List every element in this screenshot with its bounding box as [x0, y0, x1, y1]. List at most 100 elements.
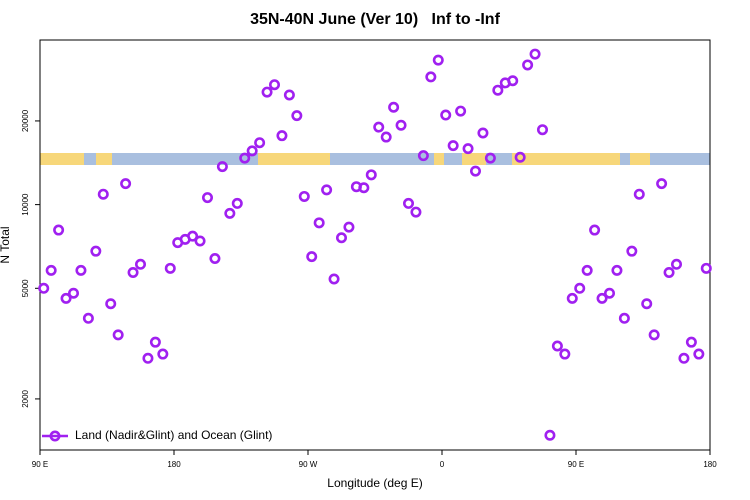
land-band [96, 153, 112, 165]
data-point [596, 292, 608, 304]
data-point [224, 207, 236, 219]
x-axis-label: Longitude (deg E) [327, 476, 422, 490]
data-point [135, 258, 147, 270]
land-band [434, 153, 444, 165]
data-point [105, 298, 117, 310]
data-point [365, 169, 377, 181]
data-point [157, 348, 169, 360]
y-tick-label: 10000 [21, 193, 30, 216]
plot-frame [39, 39, 711, 451]
data-point [447, 140, 459, 152]
x-tick-label: 90 W [299, 460, 318, 469]
land-band [512, 153, 620, 165]
data-point [574, 282, 586, 294]
data-point [492, 84, 504, 96]
data-point [402, 197, 414, 209]
x-tick-label: 180 [703, 460, 717, 469]
data-point [559, 348, 571, 360]
data-point [462, 143, 474, 155]
data-point [231, 197, 243, 209]
data-point [68, 287, 80, 299]
data-point [216, 161, 228, 173]
data-point [633, 188, 645, 200]
data-point [685, 336, 697, 348]
data-point [142, 352, 154, 364]
y-axis-label: N Total [0, 226, 12, 263]
data-point [432, 54, 444, 66]
data-point [440, 109, 452, 121]
data-point [164, 262, 176, 274]
data-point [97, 188, 109, 200]
data-point [112, 329, 124, 341]
legend-label: Land (Nadir&Glint) and Ocean (Glint) [75, 428, 272, 442]
data-point [663, 266, 675, 278]
data-point [395, 119, 407, 131]
data-point [380, 131, 392, 143]
data-point [328, 273, 340, 285]
data-point [209, 252, 221, 264]
data-point [522, 59, 534, 71]
x-tick-label: 180 [167, 460, 181, 469]
data-point [581, 264, 593, 276]
chart-title: 35N-40N June (Ver 10) Inf to -Inf [250, 11, 501, 28]
data-point [246, 145, 258, 157]
land-band [630, 153, 650, 165]
data-point [321, 184, 333, 196]
data-point [589, 224, 601, 236]
data-point [298, 190, 310, 202]
data-point [603, 287, 615, 299]
data-point [276, 130, 288, 142]
x-tick-label: 90 E [568, 460, 584, 469]
data-point [268, 79, 280, 91]
data-point [187, 230, 199, 242]
data-point [45, 264, 57, 276]
data-point [149, 336, 161, 348]
data-point [484, 152, 496, 164]
data-point [529, 48, 541, 60]
data-point [544, 429, 556, 441]
legend-marker [49, 430, 61, 442]
data-point [127, 266, 139, 278]
data-point [82, 312, 94, 324]
data-point [693, 348, 705, 360]
x-tick-label: 90 E [32, 460, 48, 469]
data-point [507, 75, 519, 87]
data-point [611, 264, 623, 276]
data-point [425, 71, 437, 83]
data-point [514, 151, 526, 163]
data-point [469, 165, 481, 177]
data-point [261, 86, 273, 98]
data-point [388, 101, 400, 113]
data-point [566, 292, 578, 304]
land-ocean-strip [40, 153, 710, 165]
data-point [618, 312, 630, 324]
x-tick-label: 0 [440, 460, 445, 469]
data-point [551, 340, 563, 352]
data-point [194, 235, 206, 247]
data-point [417, 150, 429, 162]
data-point [410, 206, 422, 218]
data-point [358, 182, 370, 194]
data-point [306, 251, 318, 263]
data-point [60, 292, 72, 304]
data-point [313, 217, 325, 229]
data-point [239, 152, 251, 164]
data-point [656, 178, 668, 190]
data-point [455, 105, 467, 117]
data-point [670, 258, 682, 270]
land-band [462, 153, 486, 165]
y-tick-label: 5000 [21, 279, 30, 297]
data-point [291, 110, 303, 122]
land-band [258, 153, 330, 165]
data-point [335, 232, 347, 244]
data-point [120, 178, 132, 190]
data-point [373, 121, 385, 133]
data-point [626, 245, 638, 257]
data-point [648, 329, 660, 341]
data-point [641, 298, 653, 310]
data-point [343, 221, 355, 233]
data-point [477, 127, 489, 139]
data-point [38, 282, 50, 294]
data-point [53, 224, 65, 236]
